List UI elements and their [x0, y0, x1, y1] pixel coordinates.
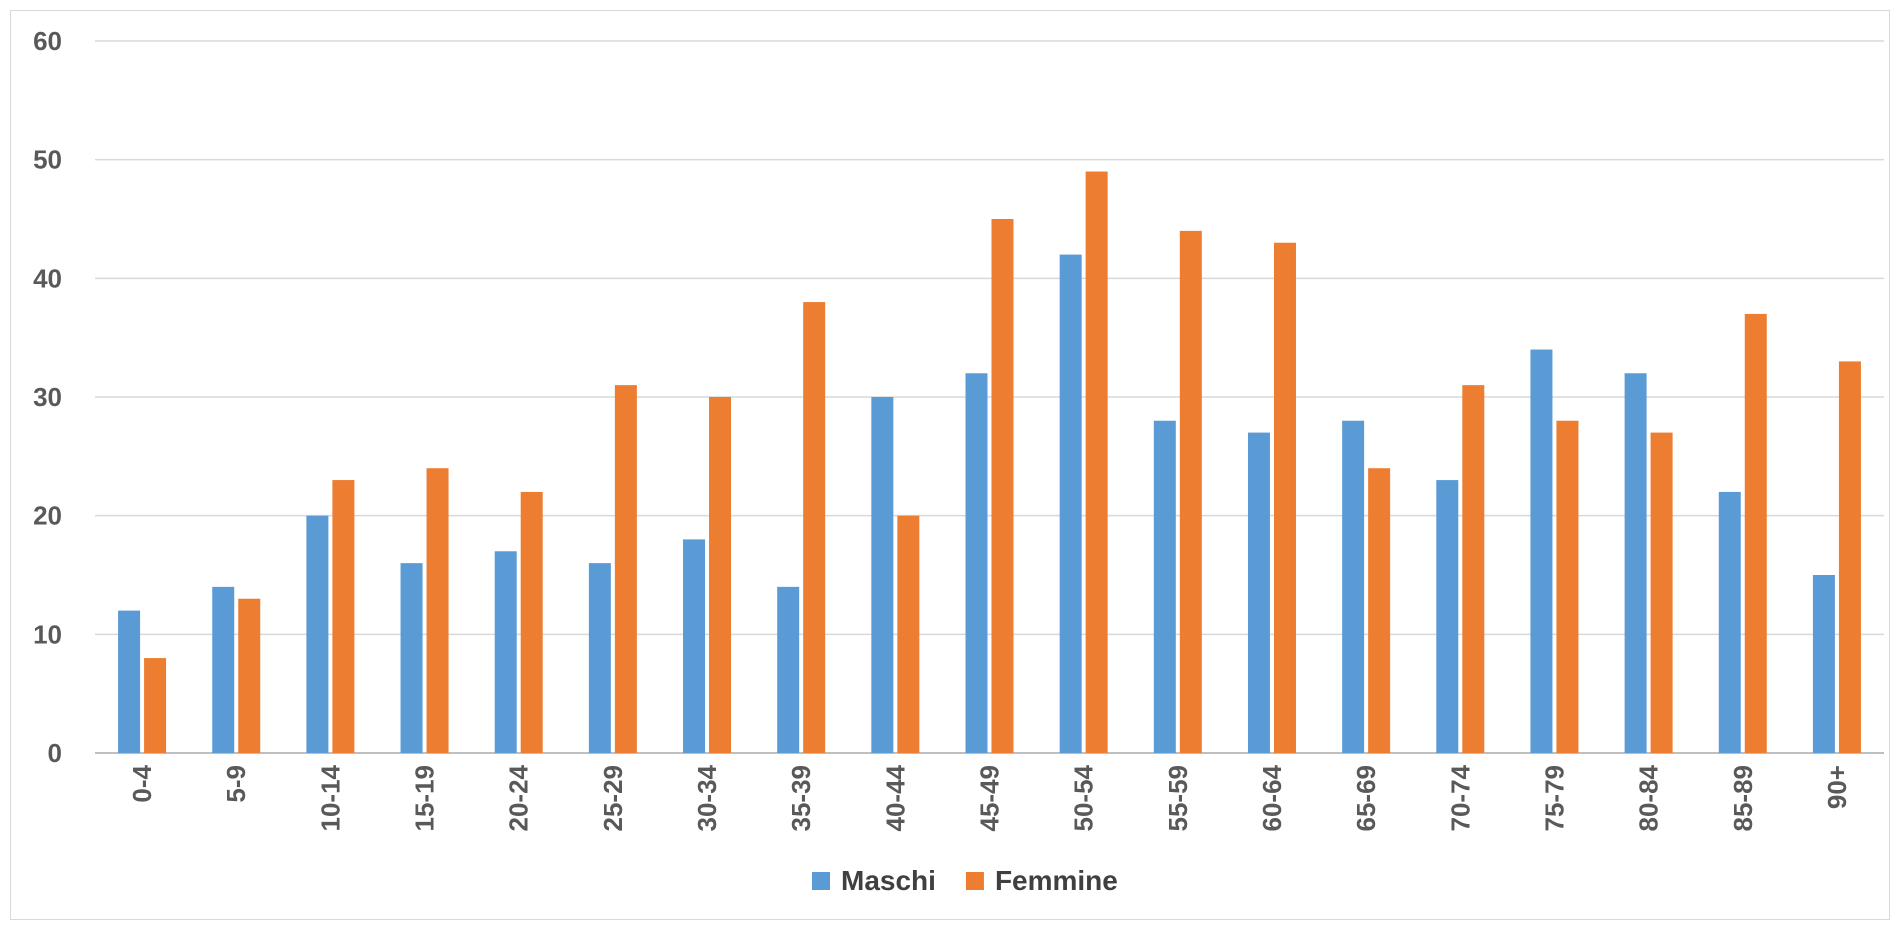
- bar-maschi-85-89: [1718, 491, 1741, 753]
- y-tick-label: 10: [33, 619, 62, 649]
- bar-femmine-25-29: [614, 385, 637, 753]
- y-axis-ticks: 0 10 20 30 40 50 60: [33, 26, 62, 768]
- x-tick-label: 75-79: [1539, 765, 1569, 832]
- x-tick-label: 65-69: [1351, 765, 1381, 832]
- x-tick-label: 90+: [1822, 765, 1852, 809]
- bar-femmine-55-59: [1179, 230, 1202, 753]
- bar-femmine-90+: [1838, 361, 1861, 753]
- y-tick-label: 0: [48, 738, 62, 768]
- x-tick-label: 55-59: [1163, 765, 1193, 832]
- bar-femmine-60-64: [1273, 242, 1296, 753]
- bar-femmine-35-39: [803, 302, 826, 753]
- bar-femmine-20-24: [520, 491, 543, 753]
- x-tick-label: 40-44: [880, 764, 910, 831]
- bar-maschi-40-44: [871, 397, 894, 753]
- bar-femmine-0-4: [144, 658, 167, 753]
- x-tick-label: 80-84: [1634, 764, 1664, 831]
- x-axis-ticks: 0-4 5-9 10-14 15-19 20-24 25-29 30-34 35-39 40-4…: [127, 764, 1852, 831]
- gridlines: [95, 40, 1884, 754]
- x-tick-label: 25-29: [598, 765, 628, 832]
- x-tick-label: 20-24: [504, 764, 534, 831]
- y-tick-label: 40: [33, 263, 62, 293]
- bar-femmine-50-54: [1085, 171, 1108, 754]
- bar-maschi-90+: [1812, 575, 1835, 753]
- bar-femmine-45-49: [991, 219, 1014, 753]
- x-tick-label: 0-4: [127, 764, 157, 802]
- x-tick-label: 35-39: [786, 765, 816, 832]
- bar-maschi-30-34: [683, 539, 706, 753]
- bar-maschi-55-59: [1153, 420, 1176, 753]
- legend-swatch-maschi: [812, 872, 830, 890]
- y-tick-label: 30: [33, 382, 62, 412]
- bar-maschi-45-49: [965, 373, 988, 753]
- legend-label-femmine: Femmine: [995, 865, 1118, 896]
- legend: Maschi Femmine: [812, 865, 1118, 896]
- bar-femmine-30-34: [709, 397, 732, 753]
- bar-femmine-40-44: [897, 515, 920, 753]
- bar-femmine-5-9: [238, 598, 261, 753]
- bar-maschi-35-39: [777, 586, 800, 753]
- legend-swatch-femmine: [965, 872, 984, 890]
- x-tick-label: 30-34: [692, 764, 722, 831]
- bar-femmine-80-84: [1650, 432, 1673, 753]
- x-tick-label: 45-49: [975, 765, 1005, 832]
- x-tick-label: 15-19: [410, 765, 440, 832]
- bar-maschi-20-24: [494, 551, 517, 753]
- bar-femmine-65-69: [1368, 468, 1391, 753]
- y-tick-label: 20: [33, 501, 62, 531]
- bar-maschi-5-9: [212, 586, 235, 753]
- x-tick-label: 5-9: [221, 765, 251, 803]
- bar-maschi-15-19: [400, 563, 423, 753]
- bar-maschi-50-54: [1059, 254, 1082, 753]
- x-tick-label: 60-64: [1257, 764, 1287, 831]
- legend-label-maschi: Maschi: [841, 865, 936, 896]
- bars: [118, 171, 1861, 754]
- x-tick-label: 50-54: [1069, 764, 1099, 831]
- x-tick-label: 85-89: [1728, 765, 1758, 832]
- x-tick-label: 70-74: [1445, 764, 1475, 831]
- bar-femmine-85-89: [1744, 313, 1767, 753]
- bar-maschi-65-69: [1342, 420, 1365, 753]
- bar-maschi-75-79: [1530, 349, 1553, 753]
- bar-maschi-80-84: [1624, 373, 1647, 753]
- y-tick-label: 50: [33, 145, 62, 175]
- y-tick-label: 60: [33, 26, 62, 56]
- bar-femmine-10-14: [332, 480, 355, 753]
- bar-maschi-25-29: [588, 563, 611, 753]
- bar-femmine-70-74: [1462, 385, 1485, 753]
- bar-maschi-70-74: [1436, 480, 1459, 753]
- bar-femmine-75-79: [1556, 420, 1579, 753]
- x-tick-label: 10-14: [315, 764, 345, 831]
- bar-femmine-15-19: [426, 468, 449, 753]
- bar-maschi-10-14: [306, 515, 329, 753]
- bar-maschi-60-64: [1247, 432, 1270, 753]
- bar-maschi-0-4: [118, 610, 141, 753]
